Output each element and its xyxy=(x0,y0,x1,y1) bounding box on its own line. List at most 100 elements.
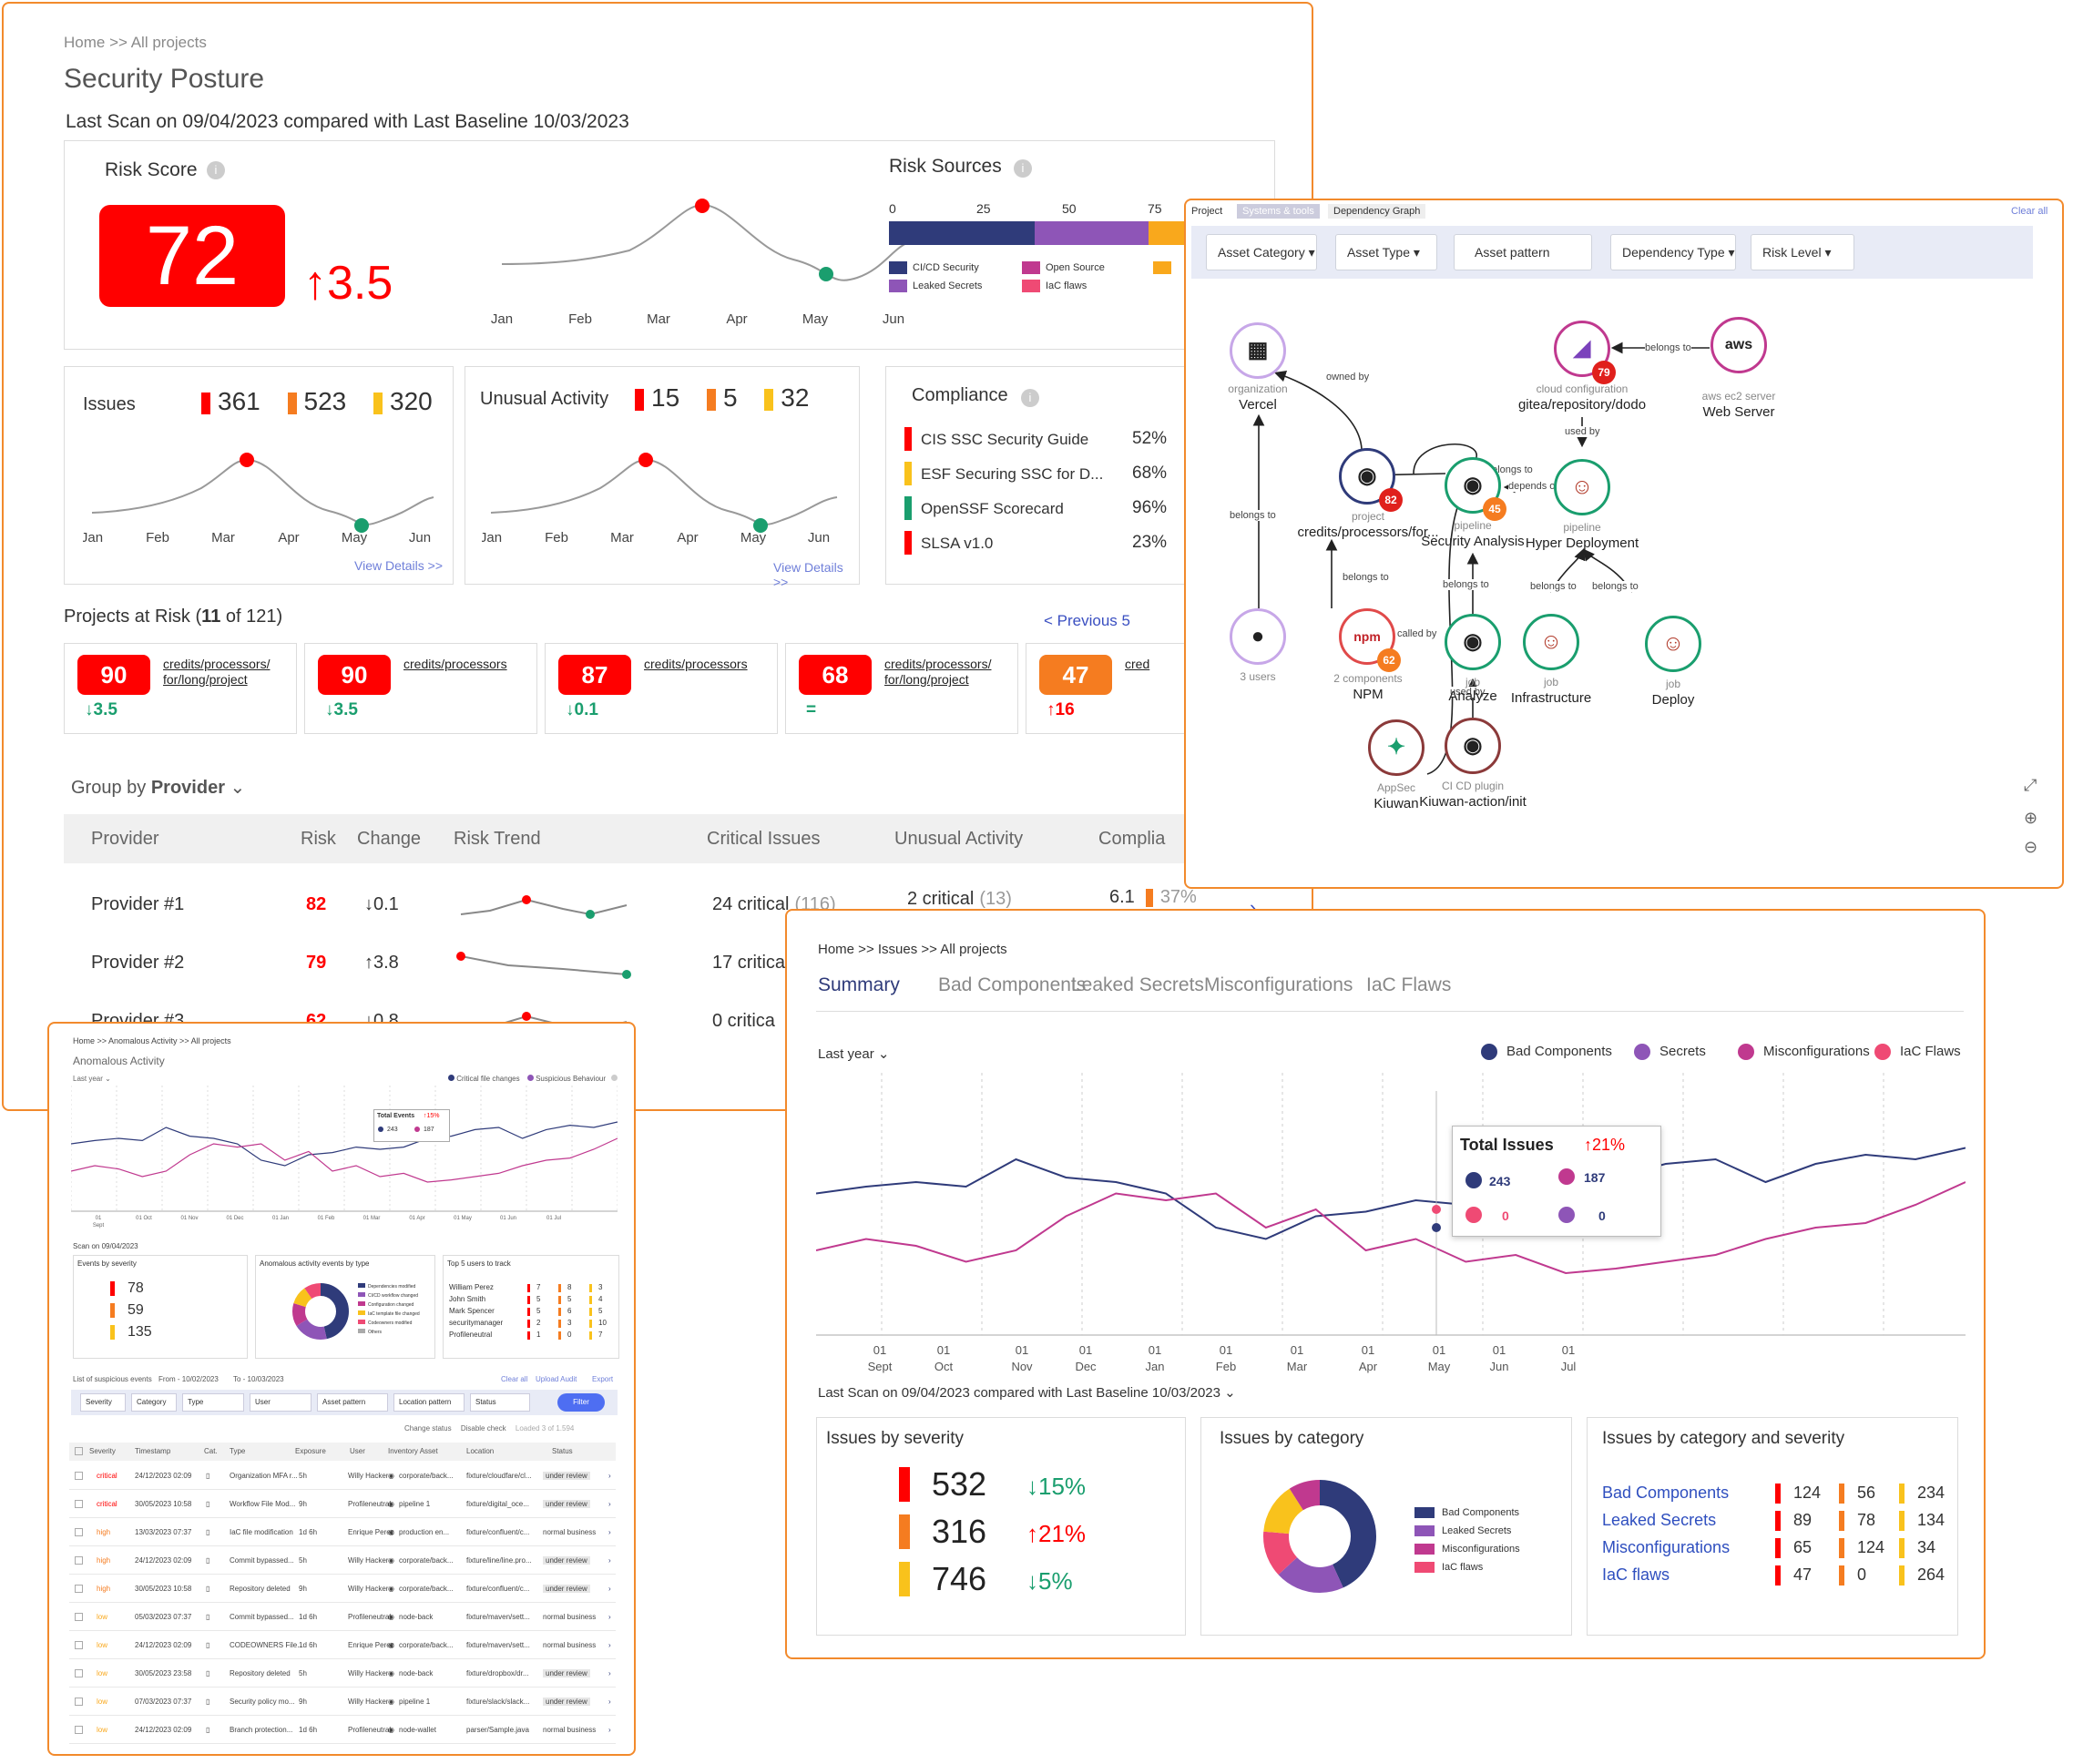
zoom-out-icon[interactable]: ⊖ xyxy=(2024,838,2038,856)
legend-item[interactable]: IaC Flaws xyxy=(1874,1044,1961,1061)
tab-iac-flaws[interactable]: IaC Flaws xyxy=(1366,974,1452,995)
project-card[interactable]: 68 credits/processors/ for/long/project = xyxy=(785,643,1018,734)
legend-item[interactable]: Leaked Secrets xyxy=(1414,1525,1511,1537)
ci-cd-plugin-node[interactable]: ◉ xyxy=(1445,718,1501,774)
select-all-checkbox[interactable] xyxy=(75,1447,83,1455)
table-row[interactable]: critical 24/12/2023 02:09 ▯ Organization MF… xyxy=(69,1463,616,1490)
infrastructure-node[interactable]: ☺ xyxy=(1523,614,1579,670)
project-name[interactable]: credits/processors xyxy=(644,657,748,671)
to-date[interactable]: To - 10/03/2023 xyxy=(233,1375,284,1383)
compliance-item[interactable]: OpenSSF Scorecard 96% xyxy=(904,496,1269,520)
asset-pattern-input[interactable]: Asset pattern xyxy=(1454,234,1592,270)
project-name[interactable]: credits/processors xyxy=(403,657,507,671)
legend-item[interactable]: Bad Components xyxy=(1481,1044,1612,1061)
chevron-right-icon[interactable]: › xyxy=(1250,896,1257,919)
filter-location-pattern[interactable]: Location pattern xyxy=(393,1393,465,1412)
chevron-right-icon[interactable]: › xyxy=(608,1500,611,1508)
project-name[interactable]: credits/processors/ for/long/project xyxy=(884,657,992,687)
top-user-row[interactable]: Mark Spencer 5 6 5 xyxy=(449,1307,603,1316)
category-severity-row[interactable]: Leaked Secrets 89 78 134 xyxy=(1602,1511,1945,1531)
clear-all-link[interactable]: Clear all xyxy=(2011,206,2048,217)
kiuwan-node[interactable]: ✦ xyxy=(1368,719,1425,776)
table-row[interactable]: low 24/12/2023 02:09 ▯ CODEOWNERS File... 1d… xyxy=(69,1632,616,1659)
top-user-row[interactable]: securitymanager 2 3 10 xyxy=(449,1319,607,1328)
table-row[interactable]: low 07/03/2023 07:37 ▯ Security policy mo..… xyxy=(69,1688,616,1716)
chevron-right-icon[interactable]: › xyxy=(608,1698,611,1706)
group-by[interactable]: Group by Provider ⌄ xyxy=(71,778,246,798)
filter-button[interactable]: Filter xyxy=(557,1393,605,1412)
legend-item[interactable]: Bad Components xyxy=(1414,1507,1519,1519)
category-severity-row[interactable]: Bad Components 124 56 234 xyxy=(1602,1484,1945,1504)
filter-category[interactable]: Category xyxy=(131,1393,177,1412)
row-checkbox[interactable] xyxy=(75,1500,83,1508)
filter-severity[interactable]: Severity xyxy=(80,1393,126,1412)
compliance-item[interactable]: SLSA v1.0 23% xyxy=(904,531,1269,555)
dependency-type-select[interactable]: Dependency Type ▾ xyxy=(1610,234,1736,270)
row-checkbox[interactable] xyxy=(75,1528,83,1536)
project-card[interactable]: 90 credits/processors/ for/long/project ↓3… xyxy=(64,643,297,734)
row-checkbox[interactable] xyxy=(75,1641,83,1649)
legend-item[interactable]: IaC flaws xyxy=(1414,1562,1483,1574)
category-severity-row[interactable]: Misconfigurations 65 124 34 xyxy=(1602,1538,1936,1558)
project-card[interactable]: 87 credits/processors ↓0.1 xyxy=(545,643,778,734)
tab-leaked-secrets[interactable]: Leaked Secrets xyxy=(1071,974,1204,995)
view-details-link[interactable]: View Details >> xyxy=(354,558,444,573)
table-row[interactable]: low 30/05/2023 23:58 ▯ Repository deleted 5h… xyxy=(69,1660,616,1688)
category-severity-row[interactable]: IaC flaws 47 0 264 xyxy=(1602,1565,1945,1586)
legend-item[interactable]: Misconfigurations xyxy=(1738,1044,1870,1061)
top-user-row[interactable]: William Perez 7 8 3 xyxy=(449,1283,603,1292)
project-name[interactable]: credits/processors/ for/long/project xyxy=(163,657,271,687)
fullscreen-icon[interactable]: ⤢ xyxy=(2024,776,2037,794)
chevron-right-icon[interactable]: › xyxy=(608,1669,611,1677)
from-date[interactable]: From - 10/02/2023 xyxy=(158,1375,219,1383)
top-user-row[interactable]: Profileneutral 1 0 7 xyxy=(449,1331,603,1340)
row-checkbox[interactable] xyxy=(75,1472,83,1480)
npm-node[interactable]: npm xyxy=(1339,608,1395,665)
top-user-row[interactable]: John Smith 5 5 4 xyxy=(449,1295,603,1304)
chevron-right-icon[interactable]: › xyxy=(608,1472,611,1480)
table-row[interactable]: low 24/12/2023 02:09 ▯ Branch protection...… xyxy=(69,1717,616,1744)
table-row[interactable]: high 24/12/2023 02:09 ▯ Commit bypassed... 5… xyxy=(69,1547,616,1575)
chevron-right-icon[interactable]: › xyxy=(608,1613,611,1621)
table-row[interactable]: high 30/05/2023 10:58 ▯ Repository deleted 9… xyxy=(69,1575,616,1603)
legend-item[interactable]: Secrets xyxy=(1634,1044,1706,1061)
table-row[interactable]: critical 30/05/2023 10:58 ▯ Workflow File M… xyxy=(69,1491,616,1518)
breadcrumb[interactable]: Home >> All projects xyxy=(64,34,207,51)
vercel-node[interactable]: ▦ xyxy=(1230,322,1286,379)
row-checkbox[interactable] xyxy=(75,1585,83,1593)
zoom-in-icon[interactable]: ⊕ xyxy=(2024,809,2038,827)
chevron-right-icon[interactable]: › xyxy=(608,1726,611,1734)
row-checkbox[interactable] xyxy=(75,1556,83,1565)
clear-all-link[interactable]: Clear all xyxy=(501,1375,528,1383)
provider-row[interactable]: Provider #2 79 ↑3.8 17 critical xyxy=(64,942,1312,979)
row-checkbox[interactable] xyxy=(75,1726,83,1734)
change-status-action[interactable]: Change status xyxy=(404,1424,452,1433)
asset-category-select[interactable]: Asset Category ▾ xyxy=(1206,234,1317,270)
aws-node[interactable]: aws xyxy=(1710,317,1767,373)
analyze-node[interactable]: ◉ xyxy=(1445,614,1501,670)
chevron-right-icon[interactable]: › xyxy=(608,1641,611,1649)
table-row[interactable]: low 05/03/2023 07:37 ▯ Commit bypassed... 1d… xyxy=(69,1604,616,1631)
tab-summary[interactable]: Summary xyxy=(818,974,900,995)
compliance-item[interactable]: ESF Securing SSC for D... 68% xyxy=(904,462,1269,485)
project-name[interactable]: cred xyxy=(1125,657,1150,671)
breadcrumb[interactable]: Home >> Issues >> All projects xyxy=(818,942,1007,957)
row-checkbox[interactable] xyxy=(75,1613,83,1621)
hyper-deployment-node[interactable]: ☺ xyxy=(1554,459,1610,515)
risk-level-select[interactable]: Risk Level ▾ xyxy=(1751,234,1854,270)
period-select[interactable]: Last year ⌄ xyxy=(818,1046,890,1062)
provider-row[interactable]: Provider #1 82 ↓0.1 24 critical (116) 2 criti… xyxy=(64,883,1312,920)
filter-asset-pattern[interactable]: Asset pattern xyxy=(317,1393,388,1412)
chevron-right-icon[interactable]: › xyxy=(608,1585,611,1593)
breadcrumb[interactable]: Home >> Anomalous Activity >> All projec… xyxy=(73,1036,231,1045)
row-checkbox[interactable] xyxy=(75,1669,83,1677)
deploy-node[interactable]: ☺ xyxy=(1645,616,1701,672)
period-select[interactable]: Last year ⌄ xyxy=(73,1075,111,1083)
filter-status[interactable]: Status xyxy=(470,1393,530,1412)
asset-type-select[interactable]: Asset Type ▾ xyxy=(1335,234,1437,270)
chevron-right-icon[interactable]: › xyxy=(608,1528,611,1536)
view-details-link[interactable]: View Details >> xyxy=(773,560,843,589)
disable-check-action[interactable]: Disable check xyxy=(460,1424,506,1433)
table-row[interactable]: high 13/03/2023 07:37 ▯ IaC file modificati… xyxy=(69,1519,616,1546)
compliance-item[interactable]: CIS SSC Security Guide 52% xyxy=(904,427,1269,451)
